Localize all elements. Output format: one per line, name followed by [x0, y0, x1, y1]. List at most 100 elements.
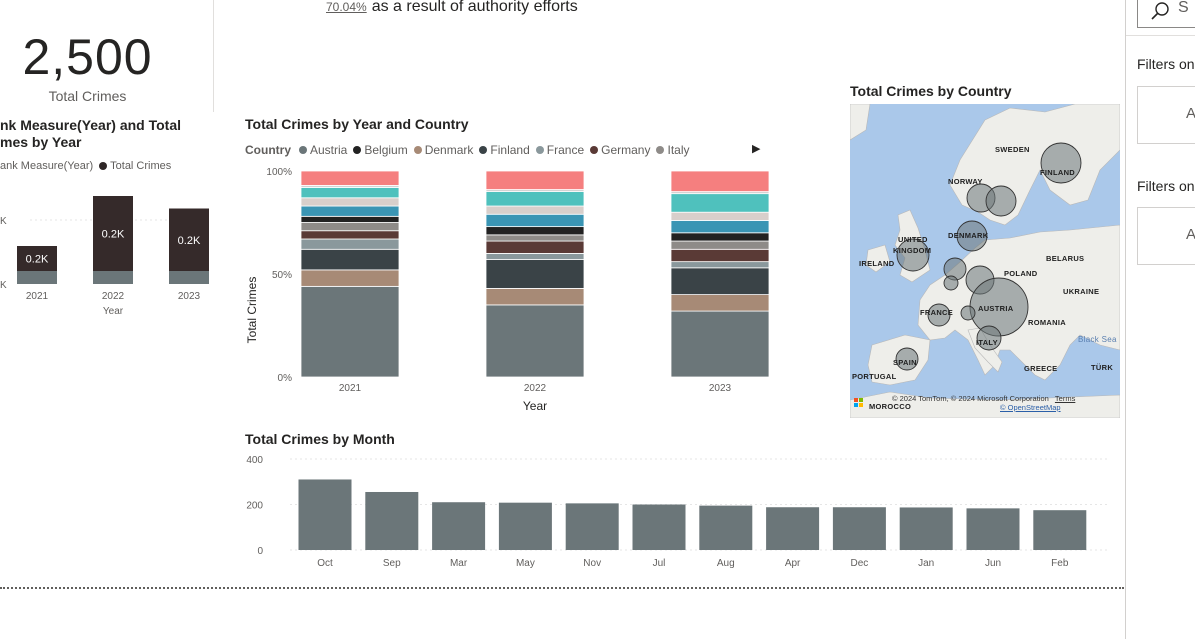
map-chart[interactable]: SWEDEN FINLAND NORWAY DENMARK UNITED KINGDOM I…	[850, 104, 1120, 418]
map-label-4: UNITED	[898, 235, 928, 244]
month-chart-title: Total Crimes by Month	[245, 431, 395, 447]
stacked-segment-2022-8[interactable]	[485, 205, 585, 215]
stacked-segment-2021-11[interactable]	[300, 170, 400, 186]
stacked-segment-2023-5[interactable]	[670, 240, 770, 250]
stacked-segment-2023-2[interactable]	[670, 267, 770, 296]
month-bar-apr[interactable]	[766, 507, 820, 550]
stacked-segment-2023-3[interactable]	[670, 261, 770, 269]
stacked-segment-2023-4[interactable]	[670, 248, 770, 263]
month-bar-jan[interactable]	[899, 507, 953, 550]
legend-item-france[interactable]: France	[535, 143, 584, 157]
stacked-segment-2021-6[interactable]	[300, 215, 400, 223]
month-bar-oct[interactable]	[298, 479, 352, 550]
stacked-segment-2022-6[interactable]	[485, 226, 585, 236]
filter-search-placeholder: S	[1178, 0, 1189, 16]
stacked-segment-2023-7[interactable]	[670, 220, 770, 234]
legend-next-arrow-icon[interactable]: ▶	[752, 143, 761, 155]
filter-pane: S Filters on A Filters on A	[1125, 0, 1195, 639]
month-x-tick-mar: Mar	[450, 558, 468, 569]
total-crimes-bar-2021[interactable]	[17, 246, 57, 271]
stacked-y-axis-title: Total Crimes	[245, 277, 259, 344]
rank-chart[interactable]: K K Year 0.2K 2021 0.2K 2022 0.2K 2023	[0, 180, 213, 320]
rank-bar-2021[interactable]	[17, 271, 57, 284]
month-bar-mar[interactable]	[432, 502, 486, 550]
month-bar-feb[interactable]	[1033, 510, 1087, 550]
legend-item-denmark[interactable]: Denmark	[413, 143, 473, 157]
stacked-segment-2023-6[interactable]	[670, 232, 770, 242]
legend-item-austria[interactable]: Austria	[299, 143, 347, 157]
map-bubble-11[interactable]	[976, 325, 1002, 351]
stacked-segment-2021-2[interactable]	[300, 248, 400, 271]
month-chart[interactable]: 0 200 400 Oct Sep Mar May Nov Jul Aug Apr Dec Jan Jun…	[240, 450, 1120, 575]
stacked-segment-2021-5[interactable]	[300, 222, 400, 232]
stacked-segment-2022-2[interactable]	[485, 259, 585, 289]
stacked-segment-2023-11[interactable]	[670, 170, 770, 193]
legend-item-total-crimes[interactable]: Total Crimes	[99, 160, 171, 172]
map-canvas[interactable]: SWEDEN FINLAND NORWAY DENMARK UNITED KINGDOM I…	[850, 104, 1120, 418]
map-label-19: MOROCCO	[869, 402, 911, 411]
stacked-segment-2021-3[interactable]	[300, 238, 400, 250]
legend-item-belgium[interactable]: Belgium	[353, 143, 408, 157]
month-bar-sep[interactable]	[365, 491, 419, 550]
stacked-segment-2023-9[interactable]	[670, 193, 770, 213]
legend-dot-germany	[590, 146, 599, 154]
map-bubble-9[interactable]	[927, 303, 951, 327]
map-bubble-12[interactable]	[895, 347, 919, 371]
total-crimes-bar-2023[interactable]	[169, 208, 209, 272]
map-bubble-6[interactable]	[943, 275, 959, 291]
total-crimes-bar-2022[interactable]	[93, 196, 133, 271]
stacked-segment-2021-8[interactable]	[300, 197, 400, 207]
legend-item-germany[interactable]: Germany	[590, 143, 650, 157]
stacked-chart[interactable]: Total Crimes Year 0% 50% 100% 2021 2022 2023	[240, 160, 800, 420]
rank-bar-2023[interactable]	[169, 271, 209, 284]
map-bubble-10[interactable]	[960, 305, 976, 321]
legend-item-italy[interactable]: Italy	[656, 143, 690, 157]
month-bar-jun[interactable]	[966, 508, 1020, 550]
stacked-segment-2023-0[interactable]	[670, 310, 770, 378]
filter-search-input[interactable]: S	[1137, 0, 1195, 28]
stacked-segment-2022-1[interactable]	[485, 288, 585, 306]
month-bar-nov[interactable]	[565, 503, 619, 550]
microsoft-logo-icon	[854, 398, 864, 408]
stacked-segment-2022-7[interactable]	[485, 213, 585, 228]
legend-label-germany: Germany	[601, 143, 651, 157]
stacked-segment-2022-4[interactable]	[485, 240, 585, 254]
map-osm-link[interactable]: © OpenStreetMap	[1000, 403, 1061, 412]
map-label-9: UKRAINE	[1063, 287, 1099, 296]
stacked-segment-2022-11[interactable]	[485, 170, 585, 190]
stacked-segment-2023-1[interactable]	[670, 294, 770, 312]
legend-label-belgium: Belgium	[364, 143, 408, 157]
stacked-segment-2021-1[interactable]	[300, 269, 400, 287]
month-bar-dec[interactable]	[832, 507, 886, 550]
rank-bar-2022[interactable]	[93, 271, 133, 284]
stacked-segment-2021-9[interactable]	[300, 187, 400, 199]
kpi-divider	[213, 0, 214, 112]
map-bubble-2[interactable]	[985, 185, 1017, 217]
legend-item-rank[interactable]: ank Measure(Year)	[0, 160, 93, 172]
legend-dot-denmark	[413, 146, 422, 154]
month-y-tick-200: 200	[246, 501, 263, 512]
map-label-8: POLAND	[1004, 269, 1038, 278]
month-bar-may[interactable]	[498, 502, 552, 550]
stacked-segment-2021-7[interactable]	[300, 205, 400, 217]
filter-drop-zone-page[interactable]: A	[1137, 86, 1195, 144]
map-bubble-3[interactable]	[956, 220, 988, 252]
stacked-segment-2022-3[interactable]	[485, 253, 585, 260]
month-bar-aug[interactable]	[699, 505, 753, 550]
rank-chart-title-line1: nk Measure(Year) and Total	[0, 117, 182, 133]
map-terms-link[interactable]: Terms	[1054, 394, 1076, 403]
stacked-segment-2021-4[interactable]	[300, 230, 400, 240]
map-bubble-0[interactable]	[1040, 142, 1082, 184]
stacked-segment-2021-0[interactable]	[300, 285, 400, 378]
stacked-segment-2022-0[interactable]	[485, 304, 585, 378]
stacked-segment-2023-8[interactable]	[670, 211, 770, 221]
month-x-tick-sep: Sep	[383, 558, 401, 569]
filter-drop-zone-all[interactable]: A	[1137, 207, 1195, 265]
month-bar-jul[interactable]	[632, 504, 686, 551]
rank-data-label-2023: 0.2K	[178, 235, 201, 247]
stacked-segment-2022-9[interactable]	[485, 191, 585, 207]
map-bubble-4[interactable]	[896, 238, 930, 272]
stacked-segment-2022-5[interactable]	[485, 234, 585, 242]
legend-label-finland: Finland	[490, 143, 530, 157]
legend-item-finland[interactable]: Finland	[479, 143, 530, 157]
